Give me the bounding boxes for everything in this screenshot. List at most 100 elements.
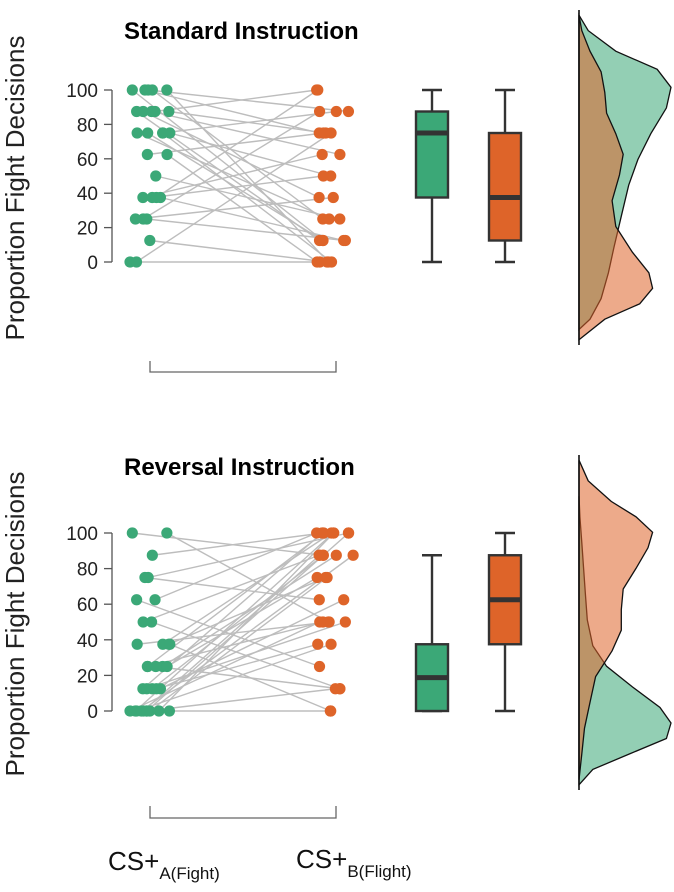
point-cs-a: [145, 105, 158, 118]
pair-line: [154, 89, 317, 113]
y-axis: 0 20 40 60 80 100: [66, 81, 113, 274]
point-cs-b: [314, 616, 326, 628]
pair-line: [152, 175, 324, 199]
y-axis-label: Proportion Fight Decisions: [0, 36, 30, 341]
point-cs-b: [330, 105, 342, 118]
point-cs-b: [327, 191, 339, 204]
pair-line: [166, 89, 329, 263]
point-cs-b: [316, 148, 328, 161]
y-tick-label: 40: [77, 631, 98, 652]
point-cs-a: [161, 148, 173, 161]
panel-reversal: Reversal Instruction Proportion Fight De…: [0, 454, 672, 819]
pair-line: [146, 621, 346, 690]
pair-line: [156, 89, 319, 199]
point-cs-b: [316, 527, 328, 539]
pair-line: [166, 576, 318, 668]
point-cs-a: [146, 549, 158, 561]
y-tick-label: 80: [77, 560, 98, 581]
density-cs-b: [578, 459, 654, 780]
pair-line: [156, 643, 318, 690]
pair-line: [147, 532, 349, 579]
point-cs-b: [339, 616, 351, 628]
point-cs-b: [325, 638, 337, 650]
point-cs-a: [131, 127, 143, 139]
point-cs-b: [312, 638, 324, 650]
point-cs-a: [129, 213, 142, 225]
point-cs-b: [328, 527, 340, 539]
pair-line: [151, 89, 324, 220]
point-cs-a: [150, 191, 163, 204]
paired-lines: [130, 89, 349, 263]
point-cs-b: [313, 549, 326, 561]
box-iqr: [414, 110, 450, 199]
point-cs-a: [150, 683, 163, 695]
point-cs-a: [163, 105, 175, 118]
point-cs-a: [131, 594, 143, 606]
point-cs-b: [312, 84, 324, 96]
point-cs-a: [137, 213, 149, 225]
point-cs-b: [329, 683, 341, 695]
pair-line: [147, 132, 324, 156]
point-cs-b: [347, 549, 359, 561]
point-cs-b: [313, 105, 326, 118]
density-cloud: [578, 10, 672, 345]
pair-line: [134, 532, 334, 712]
point-cs-a: [137, 191, 149, 204]
point-cs-b: [317, 234, 329, 247]
panel-title: Standard Instruction: [124, 18, 359, 45]
pair-line: [136, 132, 332, 263]
pair-line: [142, 532, 323, 690]
y-tick-label: 20: [77, 666, 98, 687]
point-cs-b: [334, 148, 346, 161]
pair-line: [146, 532, 350, 712]
pair-line: [142, 153, 323, 199]
point-cs-a: [142, 571, 154, 584]
y-tick-label: 100: [66, 81, 98, 102]
point-cs-a: [144, 234, 156, 247]
point-cs-a: [163, 705, 176, 717]
pair-line: [135, 196, 334, 220]
pair-line: [154, 532, 317, 601]
y-tick-label: 0: [87, 702, 98, 723]
data-points: [124, 527, 359, 717]
y-axis-label: Proportion Fight Decisions: [0, 472, 30, 777]
pair-line: [142, 110, 320, 199]
pair-line: [160, 196, 344, 242]
point-cs-b: [339, 234, 351, 247]
pair-line: [158, 532, 335, 712]
point-cs-a: [141, 660, 153, 673]
density-cloud: [578, 455, 672, 790]
y-tick-label: 60: [77, 595, 98, 616]
pair-line: [149, 576, 328, 712]
pair-line: [142, 110, 320, 220]
x-tick-label-cs-b: CS+B(Flight): [296, 844, 412, 881]
pair-line: [155, 175, 340, 220]
point-cs-a: [142, 84, 154, 96]
point-cs-a: [153, 705, 165, 717]
pair-line: [166, 532, 329, 623]
pair-line: [146, 532, 325, 668]
point-cs-b: [330, 549, 342, 561]
pair-line: [149, 239, 328, 263]
point-cs-b: [317, 170, 329, 182]
point-cs-b: [321, 571, 333, 584]
point-cs-b: [343, 527, 355, 539]
point-cs-a: [150, 660, 162, 673]
y-tick-label: 100: [66, 524, 98, 545]
point-cs-a: [164, 638, 176, 650]
pair-line: [166, 153, 318, 263]
pair-line: [144, 89, 320, 134]
paired-lines: [129, 532, 354, 712]
pair-line: [142, 554, 321, 712]
panel-title: Reversal Instruction: [124, 454, 355, 481]
pair-line: [146, 218, 346, 242]
boxplots: [414, 531, 523, 713]
density-cs-b: [578, 15, 654, 342]
pair-line: [148, 89, 349, 113]
y-tick-label: 0: [87, 253, 98, 274]
pair-line: [152, 532, 323, 556]
pair-line: [146, 688, 336, 712]
data-points: [124, 84, 355, 268]
box-iqr: [487, 131, 523, 242]
